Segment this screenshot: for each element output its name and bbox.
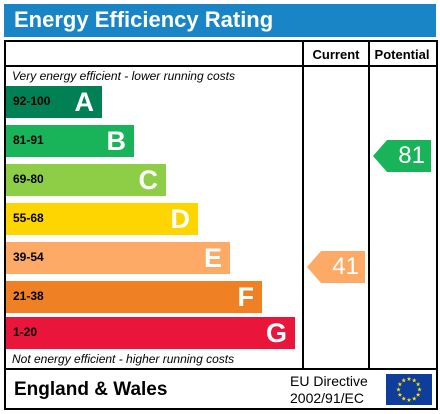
top-note: Very energy efficient - lower running co…: [12, 69, 235, 83]
divider-current: [302, 40, 304, 370]
eu-star-icon: [417, 387, 422, 392]
eu-star-icon: [396, 387, 401, 392]
eu-star-icon: [397, 381, 403, 387]
band-e: 39-54 E: [6, 242, 230, 274]
bottom-note: Not energy efficient - higher running co…: [12, 352, 235, 366]
band-b-range: 81-91: [13, 133, 44, 147]
eu-star-icon: [401, 396, 407, 401]
rating-frame: [4, 40, 438, 410]
potential-header: Potential: [374, 47, 430, 62]
eu-stars-icon: [396, 376, 422, 402]
eu-star-icon: [415, 392, 421, 397]
current-rating-arrow: 41: [307, 251, 365, 283]
eu-directive-line2: 2002/91/EC: [290, 390, 364, 406]
eu-star-icon: [397, 392, 403, 397]
band-b-letter: B: [106, 126, 127, 156]
band-a: 92-100 A: [6, 86, 102, 118]
title-bar: Energy Efficiency Rating: [4, 4, 436, 37]
eu-star-icon: [406, 397, 412, 402]
current-arrow-shape: [307, 251, 365, 283]
band-c-range: 69-80: [13, 172, 44, 186]
eu-star-icon: [415, 381, 421, 387]
band-d-range: 55-68: [13, 211, 44, 225]
page-title: Energy Efficiency Rating: [14, 7, 274, 32]
header-divider: [4, 65, 436, 67]
band-a-letter: A: [74, 87, 95, 117]
band-g-letter: G: [265, 318, 287, 348]
eu-directive-line1: EU Directive: [290, 373, 368, 389]
eu-directive: EU Directive 2002/91/EC: [290, 373, 368, 407]
band-d: 55-68 D: [6, 203, 198, 235]
band-a-range: 92-100: [13, 94, 51, 108]
current-arrow-fill: [307, 251, 365, 283]
band-f-letter: F: [237, 282, 255, 312]
band-d-letter: D: [170, 204, 191, 234]
eu-star-icon: [406, 376, 412, 381]
potential-rating-arrow: 81: [373, 140, 431, 172]
potential-arrow-shape: [373, 140, 431, 172]
band-e-range: 39-54: [13, 250, 44, 264]
current-header: Current: [312, 47, 360, 62]
eu-star-icon: [411, 396, 417, 401]
band-c-letter: C: [138, 165, 159, 195]
band-f: 21-38 F: [6, 281, 262, 313]
band-c: 69-80 C: [6, 164, 166, 196]
band-g: 1-20 G: [6, 317, 295, 349]
potential-rating-value: 81: [398, 142, 425, 169]
current-rating-value: 41: [332, 253, 359, 280]
band-g-range: 1-20: [13, 325, 38, 339]
region-label: England & Wales: [14, 379, 168, 400]
eu-star-icon: [401, 378, 407, 383]
eu-flag-icon: [386, 374, 432, 405]
band-f-range: 21-38: [13, 289, 44, 303]
band-b: 81-91 B: [6, 125, 134, 157]
eu-star-icon: [411, 378, 417, 383]
potential-arrow-fill: [373, 140, 431, 172]
divider-potential: [368, 40, 370, 370]
band-e-letter: E: [203, 243, 222, 273]
footer-divider: [4, 368, 436, 370]
